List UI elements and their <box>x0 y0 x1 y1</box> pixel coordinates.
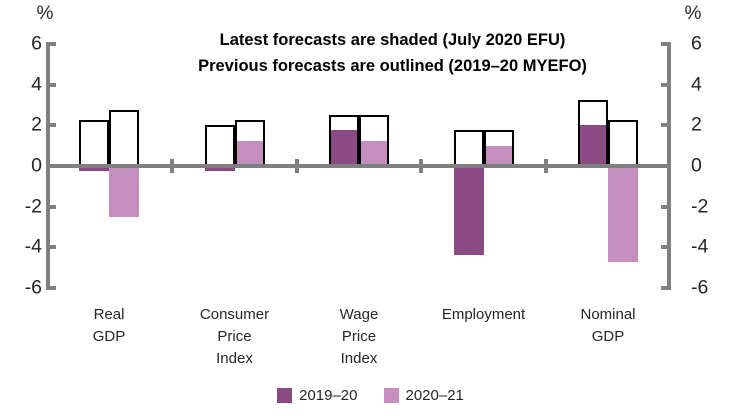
legend-item-2020-21: 2020–21 <box>383 387 464 404</box>
category-label-line: Real <box>93 306 125 323</box>
category-label-employment: Employment <box>419 304 549 326</box>
right-axis-unit-label: % <box>684 3 702 24</box>
category-label-line: Price <box>217 328 252 345</box>
bar-shaded-2019-20-wage-price-index <box>329 130 359 166</box>
bar-outlined-2019-20-employment <box>453 130 484 166</box>
right-y-axis-line <box>667 42 671 290</box>
y-tick-label-left-2: 2 <box>31 113 42 136</box>
legend-swatch-2019-20 <box>277 388 293 403</box>
right-axis-tick-4 <box>661 82 669 87</box>
bar-outlined-2020-21-employment <box>483 130 514 166</box>
bar-shaded-2019-20-nominal-gdp <box>578 125 608 166</box>
category-label-line: Nominal <box>580 306 636 323</box>
bar-outlined-2020-21-wage-price-index <box>359 115 389 166</box>
zero-axis-line <box>46 164 671 168</box>
left-axis-tick--4 <box>48 245 56 250</box>
bar-outlined-2019-20-consumer-price-index <box>204 125 235 166</box>
y-tick-label-right--4: -4 <box>691 235 709 258</box>
bar-shaded-2020-21-nominal-gdp <box>608 166 638 263</box>
bar-outlined-2019-20-real-gdp <box>79 120 109 166</box>
y-tick-label-right--2: -2 <box>691 195 709 218</box>
left-axis-tick-4 <box>48 82 56 87</box>
left-axis-tick-2 <box>48 123 56 128</box>
y-tick-label-left-0: 0 <box>31 154 42 177</box>
category-label-consumer-price-index: Consumer Price Index <box>170 304 300 370</box>
legend-swatch-2020-21 <box>383 388 399 403</box>
chart-legend: 2019–20 2020–21 <box>0 387 741 404</box>
bar-shaded-2019-20-employment <box>453 166 484 256</box>
category-label-line: Index <box>340 350 378 367</box>
legend-item-2019-20: 2019–20 <box>277 387 358 404</box>
category-label-line: Index <box>216 350 253 367</box>
bar-outlined-2019-20-nominal-gdp <box>578 100 608 166</box>
right-axis-tick-2 <box>661 123 669 128</box>
category-label-line: GDP <box>92 328 126 345</box>
category-boundary-tick <box>169 159 174 173</box>
right-axis-tick--4 <box>661 245 669 250</box>
y-tick-label-right--6: -6 <box>691 276 709 299</box>
y-tick-label-left--4: -4 <box>24 235 42 258</box>
y-tick-label-right-4: 4 <box>691 73 702 96</box>
bar-outlined-2020-21-nominal-gdp <box>608 120 638 166</box>
chart-title-line1: Latest forecasts are shaded (July 2020 E… <box>219 31 566 49</box>
legend-label-2020-21: 2020–21 <box>405 387 464 404</box>
bar-shaded-2020-21-consumer-price-index <box>234 140 265 166</box>
category-label-nominal-gdp: Nominal GDP <box>543 304 673 348</box>
legend-label-2019-20: 2019–20 <box>299 387 358 404</box>
left-axis-cap <box>46 42 56 47</box>
y-tick-label-left--6: -6 <box>24 276 42 299</box>
bar-shaded-2020-21-wage-price-index <box>359 140 389 166</box>
y-tick-label-left-6: 6 <box>31 32 42 55</box>
bar-outlined-2020-21-consumer-price-index <box>234 120 265 166</box>
category-label-line: Employment <box>441 306 526 323</box>
bar-shaded-2020-21-real-gdp <box>109 166 139 217</box>
left-axis-unit-label: % <box>36 3 54 24</box>
right-axis-cap <box>661 285 671 290</box>
category-label-real-gdp: Real GDP <box>44 304 174 348</box>
category-label-line: Consumer <box>199 306 270 323</box>
left-axis-tick--2 <box>48 204 56 209</box>
y-tick-label-left--2: -2 <box>24 195 42 218</box>
y-tick-label-right-2: 2 <box>691 113 702 136</box>
category-boundary-tick <box>294 159 299 173</box>
category-label-line: GDP <box>591 328 625 345</box>
y-tick-label-right-0: 0 <box>691 154 702 177</box>
bar-shaded-2019-20-real-gdp <box>79 166 109 172</box>
bar-shaded-2020-21-employment <box>483 145 514 166</box>
chart-title: Latest forecasts are shaded (July 2020 E… <box>100 27 685 79</box>
y-tick-label-left-4: 4 <box>31 73 42 96</box>
bar-outlined-2019-20-wage-price-index <box>329 115 359 166</box>
chart-title-line2: Previous forecasts are outlined (2019–20… <box>198 57 587 75</box>
bar-shaded-2019-20-consumer-price-index <box>204 166 235 172</box>
category-label-line: Price <box>341 328 377 345</box>
category-boundary-tick <box>543 159 548 173</box>
y-tick-label-right-6: 6 <box>691 32 702 55</box>
left-y-axis-line <box>46 42 50 290</box>
category-label-line: Wage <box>339 306 379 323</box>
left-axis-cap <box>46 285 56 290</box>
bar-outlined-2020-21-real-gdp <box>109 110 139 166</box>
right-axis-tick--2 <box>661 204 669 209</box>
category-label-wage-price-index: Wage Price Index <box>294 304 424 370</box>
category-boundary-tick <box>419 159 424 173</box>
right-axis-cap <box>661 42 671 47</box>
